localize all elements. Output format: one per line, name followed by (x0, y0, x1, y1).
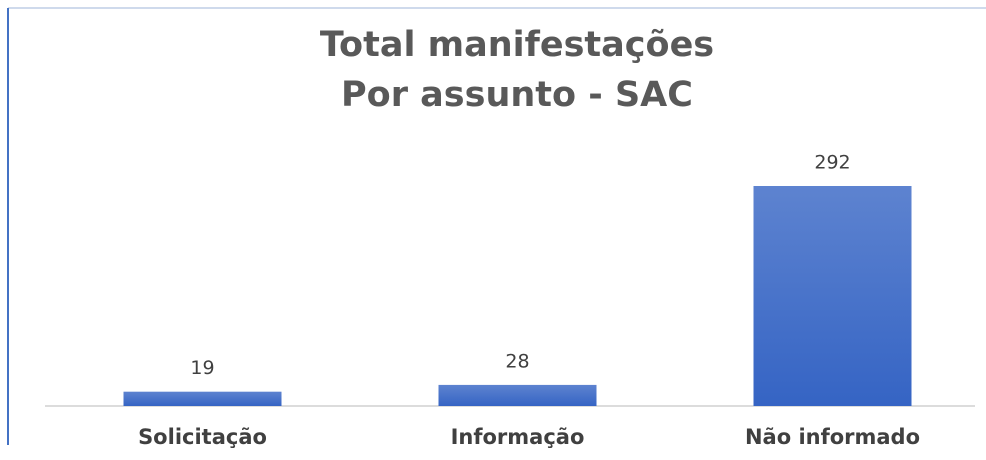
data-label: 292 (814, 152, 850, 174)
data-label: 19 (190, 357, 214, 379)
x-tick-label: Informação (451, 425, 585, 449)
x-tick-label: Solicitação (138, 425, 267, 449)
chart-title: Por assunto - SAC (341, 75, 693, 115)
chart-title: Total manifestações (320, 25, 714, 65)
data-label: 28 (505, 350, 529, 372)
bar (438, 384, 597, 406)
bar (753, 186, 912, 406)
x-tick-label: Não informado (745, 425, 920, 449)
bar (123, 391, 282, 406)
